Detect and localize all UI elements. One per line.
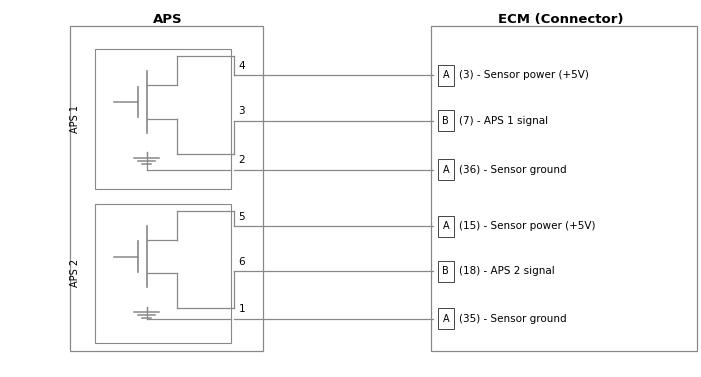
Text: B: B <box>442 116 449 126</box>
Text: A: A <box>442 314 449 323</box>
Bar <box>438 65 454 86</box>
Text: (36) - Sensor ground: (36) - Sensor ground <box>459 165 567 175</box>
Text: 2: 2 <box>238 155 245 165</box>
Bar <box>431 26 697 351</box>
Text: (15) - Sensor power (+5V): (15) - Sensor power (+5V) <box>459 221 596 231</box>
Text: (35) - Sensor ground: (35) - Sensor ground <box>459 314 567 323</box>
Text: 3: 3 <box>238 106 245 116</box>
Bar <box>95 49 231 188</box>
Text: B: B <box>442 267 449 276</box>
Bar <box>70 26 263 351</box>
Text: (18) - APS 2 signal: (18) - APS 2 signal <box>459 267 555 276</box>
Bar <box>438 308 454 329</box>
Text: 5: 5 <box>238 211 245 222</box>
Text: (7) - APS 1 signal: (7) - APS 1 signal <box>459 116 548 126</box>
Text: 1: 1 <box>238 304 245 314</box>
Bar <box>438 216 454 237</box>
Text: 4: 4 <box>238 61 245 71</box>
Text: APS 2: APS 2 <box>70 259 80 287</box>
Bar <box>438 110 454 131</box>
Text: APS 1: APS 1 <box>70 105 80 133</box>
Text: 6: 6 <box>238 257 245 267</box>
Text: ECM (Connector): ECM (Connector) <box>498 13 624 26</box>
Text: A: A <box>442 165 449 175</box>
Text: A: A <box>442 70 449 80</box>
Text: A: A <box>442 221 449 231</box>
Bar <box>438 261 454 282</box>
Text: (3) - Sensor power (+5V): (3) - Sensor power (+5V) <box>459 70 589 80</box>
Bar <box>438 159 454 180</box>
Text: APS: APS <box>154 13 183 26</box>
Bar <box>95 204 231 343</box>
